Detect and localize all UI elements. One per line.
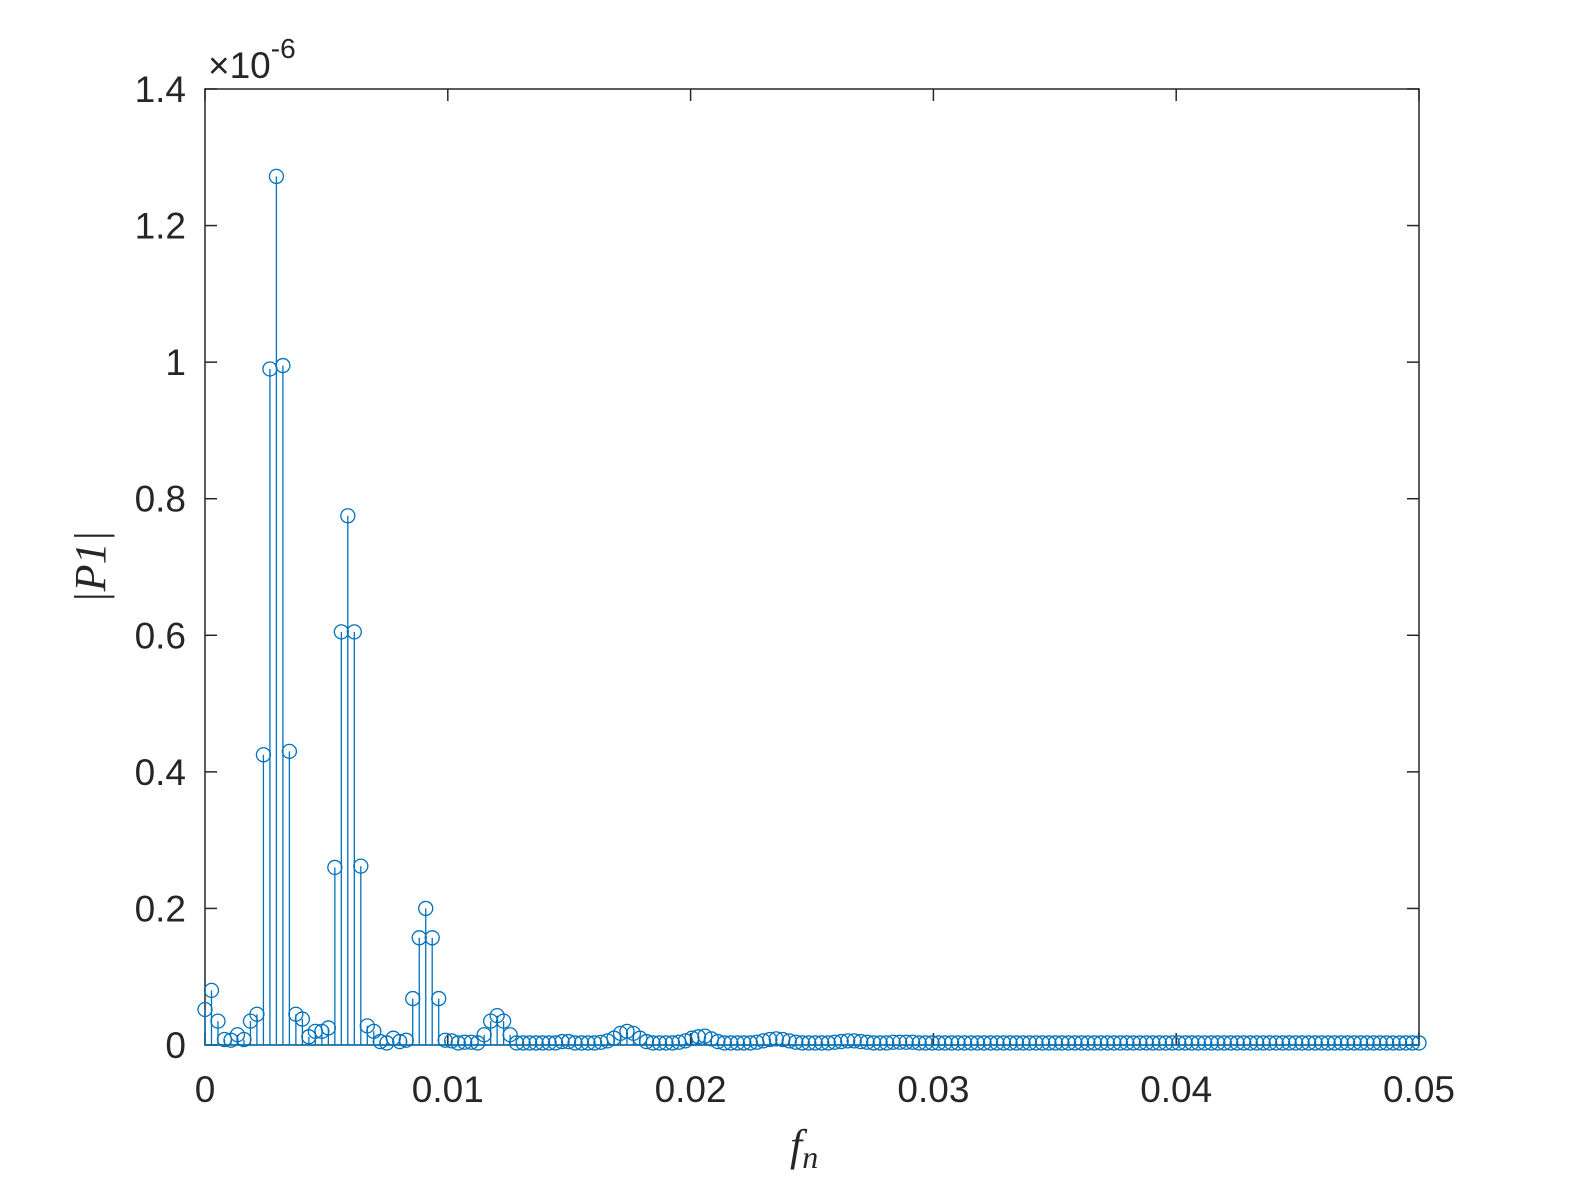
stem-marker [853,1033,869,1050]
y-multiplier: ×10-6 [208,33,296,86]
stem-marker [463,1034,479,1050]
stem-marker [294,1011,311,1027]
stem-marker [431,990,447,1007]
stem-marker [281,743,298,760]
stem-marker [495,1013,512,1029]
y-multiplier-base: ×10 [208,45,271,86]
stem-marker [638,1033,655,1050]
stem-marker [346,624,362,640]
stem-marker [788,1034,804,1050]
x-tick-label: 0 [195,1069,216,1110]
y-tick-label: 0.4 [135,752,186,793]
stem-marker [697,1028,713,1044]
stem-marker [560,1033,577,1050]
stem-marker [203,982,220,999]
stem-marker [418,900,434,917]
stem-marker [275,357,291,374]
stem-marker [846,1033,862,1049]
y-tick-label: 0.2 [135,888,186,929]
y-tick-label: 0.8 [135,479,186,520]
y-multiplier-exponent: -6 [271,33,296,64]
stem-marker [710,1033,726,1050]
stem-marker [859,1034,875,1050]
stem-marker [424,930,440,946]
x-axis-label-subscript: n [802,1139,818,1175]
stem-marker [768,1031,784,1047]
stem-marker [268,168,285,185]
x-tick-label: 0.05 [1383,1069,1455,1110]
y-tick-label: 0.6 [135,615,186,656]
x-tick-label: 0.01 [412,1069,484,1110]
stem-marker [904,1034,921,1050]
y-axis-label: |P1| [66,530,115,603]
stem-marker [444,1033,460,1049]
stem-marker [1411,1035,1427,1051]
stem-marker [353,858,369,874]
stem-marker [216,1031,233,1048]
y-tick-label: 0 [165,1025,186,1066]
stem-marker [781,1033,797,1049]
x-tick-label: 0.02 [655,1069,727,1110]
x-axis-label: fn [790,1121,818,1175]
axes-box [204,88,1420,1046]
stem-marker [619,1023,635,1039]
y-tick-label: 1.4 [135,69,186,110]
y-tick-label: 1 [165,342,186,383]
stem-marker [340,508,356,524]
stem-marker [210,1013,226,1029]
y-tick-label: 1.2 [135,206,186,247]
x-tick-label: 0.04 [1140,1069,1212,1110]
x-tick-label: 0.03 [897,1069,969,1110]
